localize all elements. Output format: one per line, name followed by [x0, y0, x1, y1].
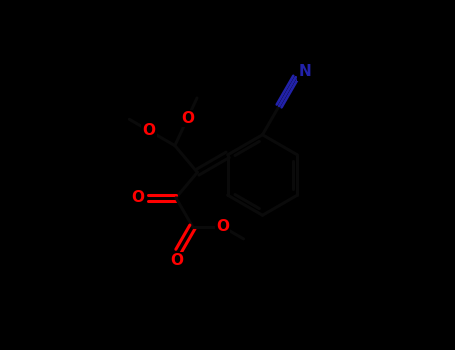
Text: O: O	[142, 123, 156, 138]
Text: O: O	[170, 253, 183, 268]
Text: O: O	[216, 219, 229, 234]
Text: N: N	[298, 64, 311, 79]
Text: O: O	[181, 111, 194, 126]
Text: O: O	[131, 190, 145, 205]
